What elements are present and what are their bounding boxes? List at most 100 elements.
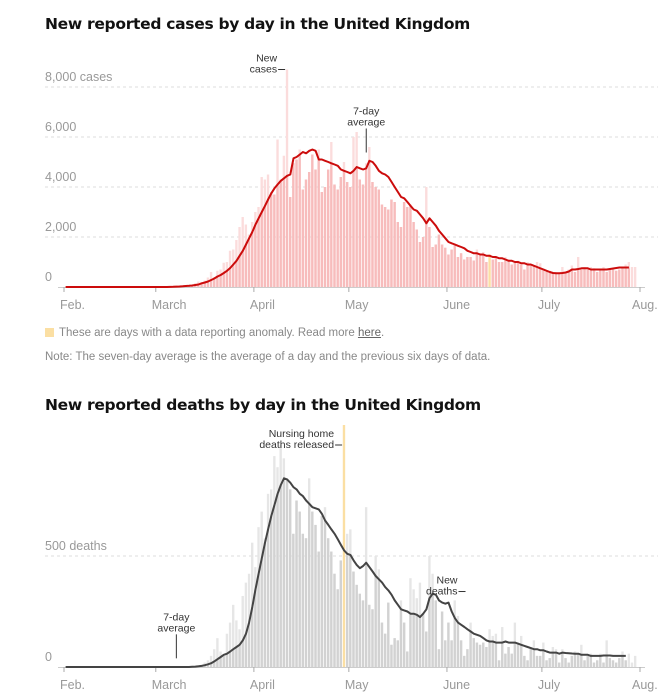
deaths-chart-title: New reported deaths by day in the United… [45,396,481,414]
bar-fill [238,255,241,287]
bar-fill [304,538,308,667]
bar-fill [431,593,434,667]
annotation-label: deaths [426,586,458,598]
bar-fill [273,504,276,667]
bar-fill [494,257,498,287]
bar-fill [485,262,488,287]
bar-fill [241,640,244,667]
bar-fill [412,222,415,287]
bar-fill [535,655,539,667]
x-tick-label: June [443,678,470,692]
bar-fill [266,529,270,667]
bar [228,622,232,667]
bar-fill [453,244,456,287]
bar-fill [304,179,308,287]
bar-fill [586,655,589,667]
read-more-link[interactable]: here [357,327,381,339]
bar-fill [244,633,248,667]
bar-fill [301,189,305,287]
bar-fill [545,272,548,287]
bar-fill [326,538,330,667]
bar-fill [554,273,558,287]
bar-fill [513,262,517,287]
bar-fill [510,264,513,287]
bar-fill [529,264,532,287]
bar-fill [336,589,339,667]
bar-fill [444,640,447,667]
annotation-label: 7-day [353,106,380,118]
x-tick-label: July [538,298,561,312]
bar-fill [573,653,577,667]
bar-fill [453,618,456,667]
bar-fill [326,169,330,287]
bar-fill [358,179,361,287]
bar-fill [251,232,254,287]
bar-fill [209,663,213,667]
bar-fill [374,187,377,287]
bar-fill [282,478,286,667]
bar-fill [510,653,513,667]
bar-fill [507,647,510,667]
bar-fill [390,644,393,667]
bar [232,604,235,667]
y-tick-label: 0 [45,270,52,284]
annotation-label: New [256,53,277,65]
bar-fill [222,273,225,287]
x-tick-label: June [443,298,470,312]
bar-fill [206,664,210,667]
bar-fill [507,260,510,287]
bar-fill [292,533,295,667]
seven-day-average-line [65,148,629,288]
bar-fill [523,269,526,287]
bar-fill [383,633,387,667]
bar-fill [387,209,390,287]
x-tick-label: Aug. [632,678,658,692]
bar-fill [383,207,387,287]
bar-fill [371,182,374,287]
bar-fill [532,649,536,667]
bar-fill [368,160,371,287]
bar [244,582,248,667]
bar-fill [336,189,339,287]
bar-fill [440,244,444,287]
bar-fill [421,237,425,287]
bar-fill [478,644,482,667]
bar-fill [491,641,494,667]
bar-fill [301,533,305,667]
bar-fill [213,661,216,667]
bar-fill [225,270,229,287]
bar-fill [320,516,324,667]
bar-fill [418,617,422,667]
bar-fill [583,268,586,287]
annotation-label: deaths released [259,439,334,451]
bar-fill [501,262,504,287]
annotation-label: average [157,622,195,634]
bar-fill [393,202,396,287]
bar-fill [317,551,320,667]
bar-fill [599,269,602,287]
bar-fill [387,602,390,667]
bar [633,267,637,287]
bar-fill [279,484,282,667]
bar-fill [238,644,241,667]
bar-fill [307,172,311,287]
bar-fill [611,269,615,287]
bar-fill [608,658,612,667]
bar-fill [425,631,428,667]
bar-fill [349,554,352,667]
bar [213,649,216,667]
bar-fill [456,257,460,287]
bar-fill [241,250,244,287]
bar-fill [289,489,292,667]
x-tick-label: Aug. [632,298,658,312]
bar-fill [260,212,263,287]
bar-fill [298,511,301,667]
bar-fill [440,611,444,667]
bar-fill [285,175,289,287]
bar-fill [374,575,377,667]
bar-fill [580,269,583,287]
bar [241,595,244,667]
bar-fill [333,184,336,287]
bar-fill [355,584,358,667]
bar-fill [466,649,469,667]
